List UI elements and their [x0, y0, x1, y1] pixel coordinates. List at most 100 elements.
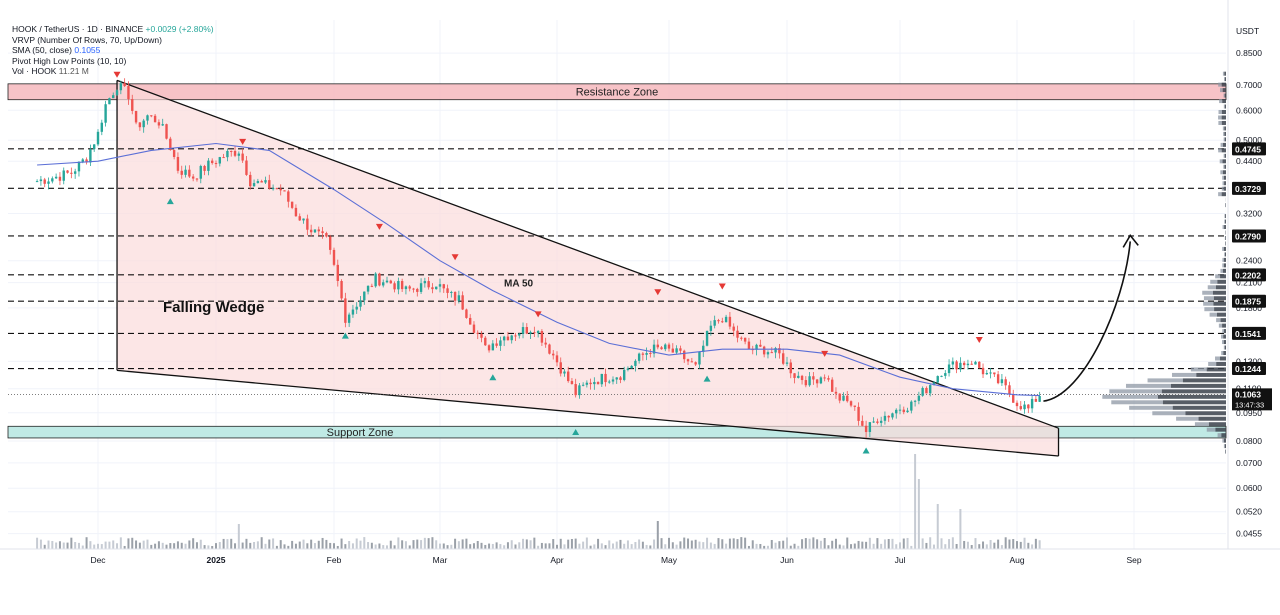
candle-body [872, 421, 874, 422]
vp-down-bar [1225, 346, 1226, 350]
volume-bar [702, 542, 704, 549]
volume-bar [341, 539, 343, 549]
candle-body [272, 188, 274, 189]
volume-bar [166, 545, 168, 549]
symbol-label[interactable]: HOOK / TetherUS · 1D · BINANCE [12, 24, 143, 34]
level-price-text: 0.1541 [1235, 329, 1261, 339]
volume-bar [1035, 539, 1037, 549]
volume-bar [413, 540, 415, 549]
volume-bar [481, 543, 483, 549]
vp-up-bar [1218, 148, 1222, 152]
candle-body [918, 396, 920, 401]
candle-body [683, 351, 685, 359]
candle-body [713, 320, 715, 326]
time-tick-label: Jun [780, 555, 794, 565]
vp-down-bar [1223, 269, 1226, 273]
candle-body [552, 354, 554, 356]
volume-bar [925, 543, 927, 549]
candle-body [827, 378, 829, 380]
volume-bar [839, 545, 841, 549]
candle-body [771, 352, 773, 353]
candle-body [556, 355, 558, 362]
volume-bar [664, 544, 666, 549]
volume-bar [952, 537, 954, 549]
candle-body [1031, 399, 1033, 408]
volume-bar [941, 538, 943, 549]
countdown-text: 13:47:33 [1235, 400, 1264, 409]
vp-down-bar [1223, 143, 1226, 147]
vp-up-bar [1219, 110, 1222, 114]
volume-bar [215, 543, 217, 549]
legend-vrvp[interactable]: VRVP (Number Of Rows, 70, Up/Down) [12, 35, 214, 46]
candle-body [801, 376, 803, 380]
candle-body [729, 317, 731, 327]
vp-up-bar [1191, 367, 1207, 371]
volume-bar [146, 540, 148, 549]
candle-body [921, 388, 923, 396]
volume-bar [786, 537, 788, 549]
volume-bar [653, 539, 655, 549]
volume-bar [367, 542, 369, 549]
volume-bar [280, 540, 282, 549]
time-tick-label: Feb [327, 555, 342, 565]
volume-bar [314, 543, 316, 549]
candle-body [196, 179, 198, 180]
volume-bar [698, 542, 700, 549]
candle-body [397, 281, 399, 289]
candle-body [207, 161, 209, 171]
candle-body [302, 219, 304, 221]
volume-bar [929, 537, 931, 549]
volume-bar [1024, 538, 1026, 549]
candle-body [1008, 385, 1010, 394]
candle-body [299, 216, 301, 220]
legend-symbol-row: HOOK / TetherUS · 1D · BINANCE +0.0029 (… [12, 24, 214, 35]
vp-down-bar [1224, 187, 1226, 191]
candle-body [763, 347, 765, 355]
volume-bar [605, 545, 607, 549]
volume-bar [1016, 541, 1018, 549]
vp-up-bar [1172, 373, 1196, 377]
volume-bar [582, 542, 584, 549]
volume-bar [177, 541, 179, 549]
vp-up-bar [1224, 252, 1225, 256]
volume-bar [192, 538, 194, 549]
candle-body [367, 286, 369, 292]
legend-volume[interactable]: Vol · HOOK 11.21 M [12, 66, 214, 77]
candle-body [548, 345, 550, 354]
candle-body [135, 111, 137, 122]
volume-bar [676, 545, 678, 549]
vp-up-bar [1224, 105, 1225, 109]
candle-body [812, 376, 814, 379]
candle-body [638, 354, 640, 361]
candle-body [574, 384, 576, 395]
vp-down-bar [1222, 121, 1226, 125]
candle-body [192, 177, 194, 179]
vp-up-bar [1215, 274, 1220, 278]
volume-bar [861, 542, 863, 549]
legend-pivot[interactable]: Pivot High Low Points (10, 10) [12, 56, 214, 67]
candle-body [514, 335, 516, 336]
vp-up-bar [1223, 225, 1225, 229]
vp-up-bar [1222, 263, 1224, 267]
volume-bar [154, 544, 156, 549]
candle-body [645, 353, 647, 355]
vp-down-bar [1225, 154, 1226, 158]
candle-body [44, 179, 46, 183]
volume-bar [74, 542, 76, 549]
candle-body [131, 99, 133, 111]
price-axis: USDT0.85000.70000.60000.50000.44000.3200… [1228, 0, 1272, 549]
vp-up-bar [1224, 220, 1225, 224]
volume-bar [439, 544, 441, 549]
vp-up-bar [1224, 214, 1225, 218]
volume-bar [55, 542, 57, 549]
candle-body [295, 208, 297, 216]
volume-bar [469, 544, 471, 549]
candle-body [352, 310, 354, 315]
volume-bar [733, 538, 735, 549]
volume-bar [794, 544, 796, 549]
legend-sma[interactable]: SMA (50, close) 0.1055 [12, 45, 214, 56]
candle-body [59, 177, 61, 181]
vp-up-bar [1221, 143, 1223, 147]
